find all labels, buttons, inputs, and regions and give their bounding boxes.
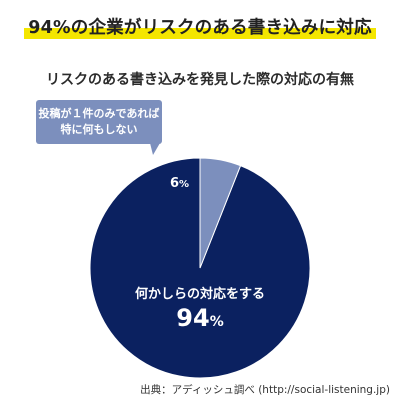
major-slice-percent: 94% xyxy=(0,304,400,332)
headline-container: 94%の企業がリスクのある書き込みに対応 xyxy=(0,14,400,39)
minor-slice-percent: 6% xyxy=(170,176,189,191)
callout-line-2: 特に何もしない xyxy=(60,123,138,136)
pie-slices xyxy=(89,157,311,379)
callout-line-1: 投稿が１件のみであれば xyxy=(38,107,160,120)
minor-slice-unit: % xyxy=(179,179,190,190)
source-note: 出典：アディッシュ調べ (http://social-listening.jp) xyxy=(140,384,390,396)
major-slice-value: 94 xyxy=(176,304,210,332)
headline: 94%の企業がリスクのある書き込みに対応 xyxy=(24,14,376,39)
major-slice-unit: % xyxy=(209,314,224,330)
callout-minor-slice: 投稿が１件のみであれば 特に何もしない xyxy=(36,100,162,144)
chart-title: リスクのある書き込みを発見した際の対応の有無 xyxy=(46,72,354,88)
minor-slice-value: 6 xyxy=(170,176,180,191)
callout-tail xyxy=(150,143,160,155)
major-slice-label: 何かしらの対応をする xyxy=(134,287,265,302)
pie-slice-minor xyxy=(199,157,242,269)
